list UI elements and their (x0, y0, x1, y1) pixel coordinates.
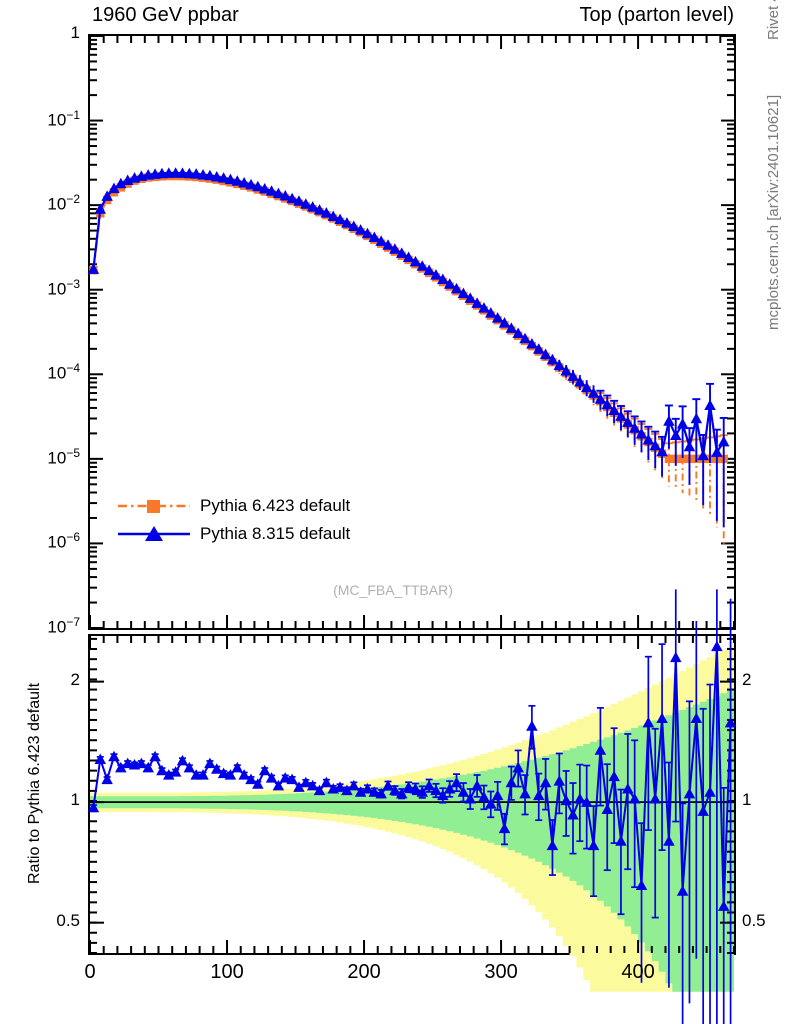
y-tick-label-main-6: 10−6 (47, 530, 80, 553)
ratio-plot-frame (87, 589, 737, 1024)
header-right-process: Top (parton level) (579, 4, 734, 26)
y-tick-label-ratio-left-1: 1 (70, 790, 80, 810)
legend-symbol-pythia6 (118, 496, 190, 516)
ratio-axis-title: Ratio to Pythia 6.423 default (26, 682, 43, 884)
legend-item-pythia8[interactable]: Pythia 8.315 default (118, 520, 350, 548)
legend-label-pythia6: Pythia 6.423 default (200, 496, 351, 515)
y-tick-label-main-4: 10−4 (47, 361, 80, 383)
x-tick-label-1: 100 (210, 961, 244, 983)
x-tick-label-0: 0 (84, 961, 96, 983)
y-tick-label-ratio-right-2: 0.5 (742, 910, 766, 930)
x-tick-label-3: 300 (484, 961, 518, 983)
y-tick-label-main-7: 10−7 (47, 615, 80, 637)
y-tick-label-main-1: 10−1 (47, 107, 80, 130)
legend-item-pythia6[interactable]: Pythia 6.423 default (118, 492, 350, 520)
analysis-watermark: (MC_FBA_TTBAR) (333, 582, 453, 598)
main-plot-canvas (87, 35, 735, 629)
y-tick-label-ratio-left-0: 2 (70, 669, 80, 689)
y-tick-label-main-0: 1 (70, 23, 80, 42)
x-tick-label-4: 400 (621, 961, 655, 983)
legend-symbol-pythia8 (118, 524, 190, 544)
ratio-plot-canvas (87, 589, 737, 1024)
y-tick-label-main-3: 10−3 (47, 276, 80, 299)
x-tick-label-2: 200 (347, 961, 381, 983)
side-label-mcplots-source: mcplots.cern.ch [arXiv:2401.10621] (765, 94, 782, 330)
y-tick-label-main-5: 10−5 (47, 445, 80, 468)
y-tick-label-main-2: 10−2 (47, 192, 80, 214)
legend: Pythia 6.423 default Pythia 8.315 defaul… (118, 492, 350, 548)
header-left-beam-energy: 1960 GeV ppbar (92, 4, 239, 26)
y-tick-label-ratio-right-0: 2 (742, 669, 752, 689)
y-tick-label-ratio-right-1: 1 (742, 790, 752, 810)
main-plot-frame (87, 34, 736, 630)
side-label-rivet-version: Rivet 4.1.0, ≥ 100k events (765, 0, 782, 40)
legend-label-pythia8: Pythia 8.315 default (200, 524, 351, 543)
y-tick-label-ratio-left-2: 0.5 (56, 910, 80, 930)
